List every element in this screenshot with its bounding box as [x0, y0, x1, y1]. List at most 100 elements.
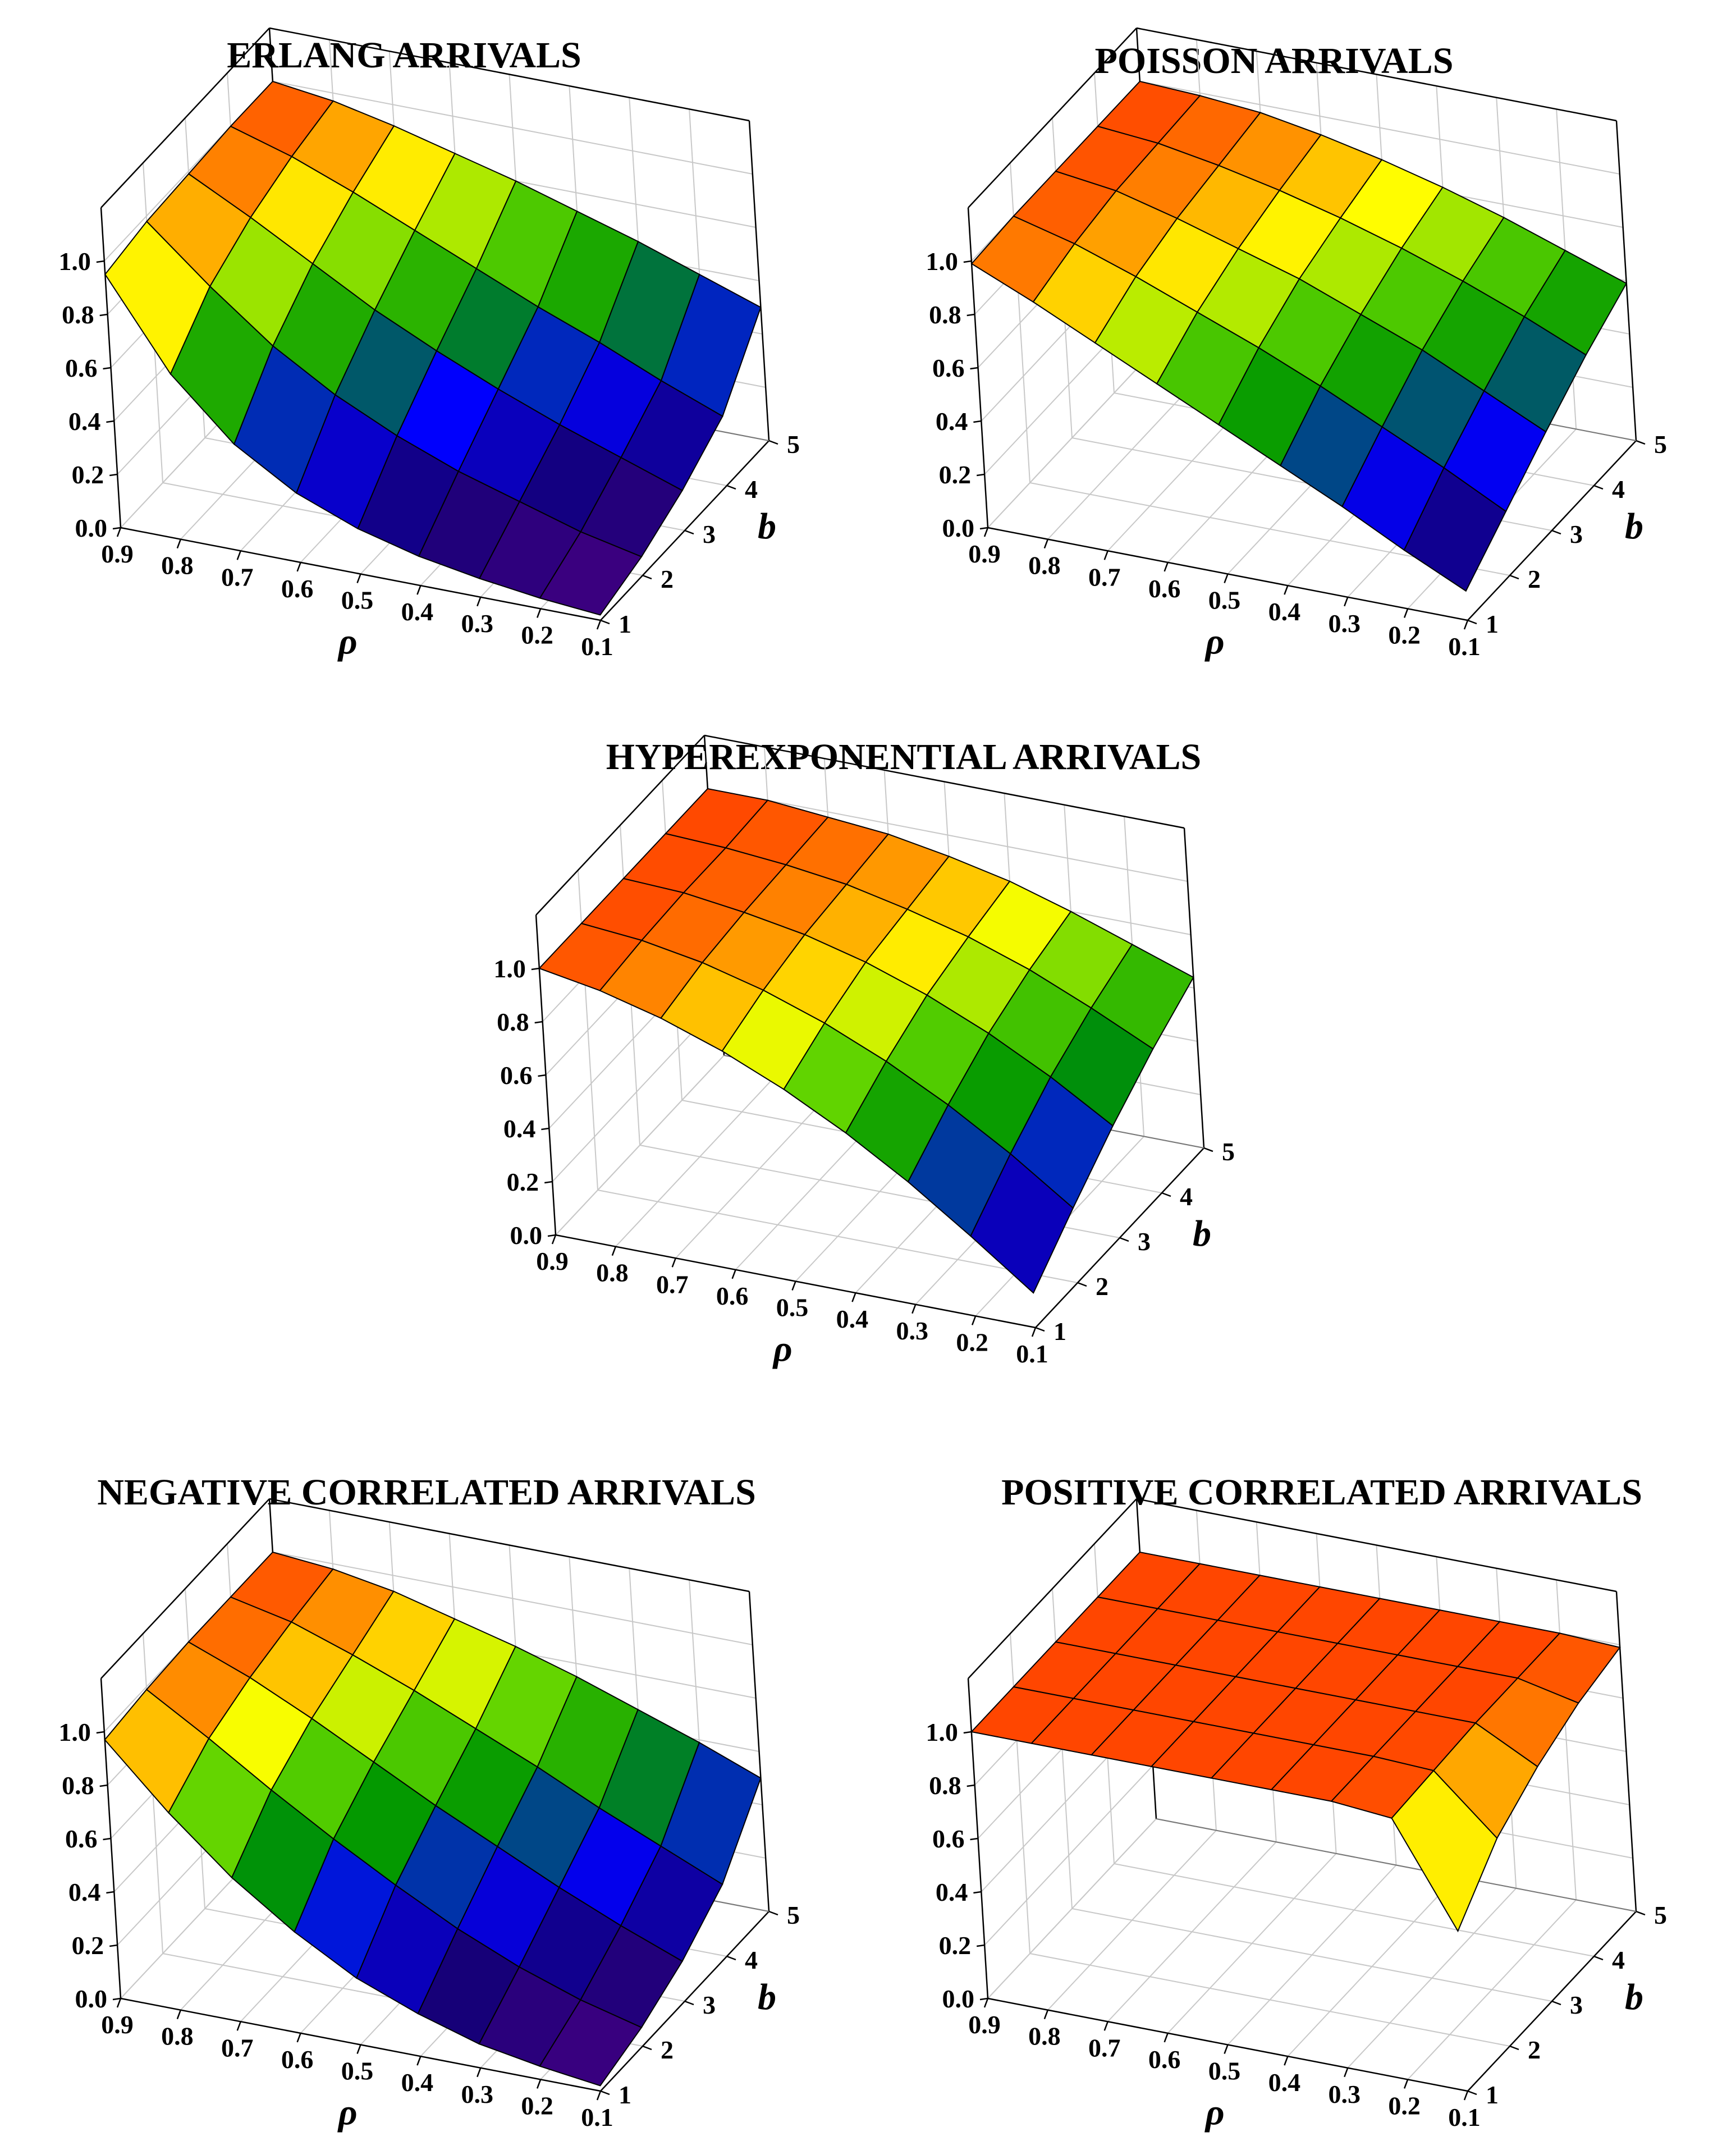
- y-tick-label: 1: [1486, 2080, 1499, 2109]
- surface-patch: [539, 1999, 643, 2087]
- z-tick-label: 0.4: [936, 407, 968, 436]
- y-tick-label: 2: [1528, 2035, 1541, 2064]
- y-tick-label: 1: [619, 610, 631, 638]
- z-tick-label: 1.0: [493, 954, 526, 983]
- x-tick-label: 0.6: [1148, 2045, 1181, 2074]
- y-tick-label: 2: [661, 565, 674, 593]
- x-tick-label: 0.3: [461, 609, 494, 638]
- x-tick-label: 0.8: [1028, 551, 1061, 580]
- z-tick-label: 0.6: [932, 354, 965, 382]
- y-tick-label: 1: [1053, 1317, 1066, 1346]
- z-tick-label: 0.0: [942, 1984, 975, 2013]
- x-tick-label: 0.2: [1388, 620, 1421, 649]
- z-tick-label: 0.6: [500, 1061, 533, 1090]
- surface: [104, 1551, 762, 2087]
- y-tick-label: 3: [1570, 520, 1583, 548]
- x-tick-label: 0.1: [1448, 2103, 1481, 2131]
- x-tick-label: 0.5: [1208, 2057, 1241, 2085]
- x-axis-label: ρ: [1204, 621, 1225, 662]
- y-axis-label: b: [758, 506, 776, 547]
- x-tick-label: 0.9: [968, 2010, 1001, 2039]
- x-tick-label: 0.2: [521, 620, 553, 649]
- z-tick-label: 0.2: [939, 1931, 972, 1960]
- chart-title: NEGATIVE CORRELATED ARRIVALS: [97, 1472, 756, 1513]
- x-tick-label: 0.5: [341, 586, 374, 615]
- z-tick-label: 1.0: [58, 247, 91, 276]
- chart-panel-4: NEGATIVE CORRELATED ARRIVALS 0.0 0.2 0.4 0.6…: [58, 1472, 800, 2133]
- y-tick-label: 5: [787, 430, 800, 459]
- x-axis-label: ρ: [772, 1328, 793, 1369]
- z-tick-label: 0.4: [68, 407, 101, 436]
- x-tick-label: 0.7: [221, 2033, 254, 2062]
- z-tick-label: 0.4: [68, 1878, 101, 1906]
- x-tick-label: 0.1: [581, 632, 613, 661]
- y-tick-label: 2: [1528, 565, 1541, 593]
- surface: [104, 80, 762, 616]
- x-tick-label: 0.3: [1329, 609, 1361, 638]
- surface: [538, 788, 1194, 1294]
- x-tick-label: 0.5: [341, 2057, 374, 2085]
- x-tick-label: 0.1: [1016, 1339, 1048, 1368]
- surface: [970, 1551, 1621, 1933]
- y-axis-label: b: [1625, 506, 1643, 547]
- chart-panel-2: POISSON ARRIVALS 0.0 0.2 0.4 0.6 0.8 1.0 0.9 0.8…: [926, 27, 1667, 662]
- chart-panel-5: POSITIVE CORRELATED ARRIVALS 0.0 0.2 0.4 0.6…: [926, 1472, 1667, 2133]
- y-tick-label: 2: [661, 2035, 674, 2064]
- x-tick-label: 0.5: [776, 1293, 809, 1322]
- x-tick-label: 0.5: [1208, 586, 1241, 615]
- x-tick-label: 0.6: [1148, 574, 1181, 603]
- x-tick-label: 0.2: [521, 2091, 553, 2120]
- z-tick-label: 0.0: [942, 514, 975, 542]
- surface-patch: [1403, 466, 1507, 592]
- chart-title: HYPEREXPONENTIAL ARRIVALS: [606, 737, 1202, 777]
- x-tick-label: 0.8: [596, 1259, 629, 1287]
- x-tick-label: 0.7: [1088, 562, 1121, 591]
- z-tick-label: 0.8: [62, 300, 94, 329]
- y-tick-label: 3: [703, 1991, 716, 2019]
- surface-patch: [539, 531, 643, 616]
- z-tick-label: 0.4: [936, 1878, 968, 1906]
- z-tick-label: 0.6: [65, 354, 98, 382]
- x-tick-label: 0.9: [536, 1247, 569, 1275]
- x-tick-label: 0.9: [101, 539, 134, 568]
- x-tick-label: 0.9: [101, 2010, 134, 2039]
- y-tick-label: 3: [1138, 1227, 1151, 1256]
- x-axis-label: ρ: [337, 621, 358, 662]
- y-tick-label: 5: [787, 1901, 800, 1929]
- y-axis-label: b: [758, 1977, 776, 2018]
- x-axis-label: ρ: [337, 2092, 358, 2133]
- y-tick-label: 2: [1096, 1272, 1109, 1301]
- y-axis-label: b: [1193, 1213, 1211, 1254]
- y-tick-label: 4: [745, 475, 758, 504]
- x-tick-label: 0.6: [281, 2045, 314, 2074]
- y-tick-label: 4: [745, 1946, 758, 1974]
- y-tick-label: 5: [1654, 1901, 1667, 1929]
- x-tick-label: 0.6: [716, 1282, 749, 1310]
- y-tick-label: 1: [619, 2080, 631, 2109]
- y-tick-label: 5: [1654, 430, 1667, 459]
- y-axis-label: b: [1625, 1977, 1643, 2018]
- x-tick-label: 0.8: [1028, 2022, 1061, 2051]
- z-tick-label: 0.8: [929, 1771, 961, 1800]
- z-tick-label: 0.4: [503, 1114, 536, 1143]
- y-tick-label: 1: [1486, 610, 1499, 638]
- y-tick-label: 5: [1222, 1137, 1235, 1166]
- x-tick-label: 0.1: [581, 2103, 613, 2131]
- x-tick-label: 0.3: [1329, 2080, 1361, 2108]
- y-tick-label: 4: [1180, 1182, 1193, 1211]
- z-tick-label: 0.2: [939, 460, 972, 489]
- x-tick-label: 0.8: [161, 2022, 194, 2051]
- z-tick-label: 0.8: [929, 300, 961, 329]
- chart-title: POSITIVE CORRELATED ARRIVALS: [1001, 1472, 1642, 1513]
- x-tick-label: 0.6: [281, 574, 314, 603]
- x-tick-label: 0.7: [221, 562, 254, 591]
- x-tick-label: 0.4: [1268, 597, 1301, 626]
- z-tick-label: 0.2: [72, 1931, 104, 1960]
- y-tick-label: 3: [1570, 1991, 1583, 2019]
- z-tick-label: 0.6: [932, 1824, 965, 1853]
- z-tick-label: 0.8: [62, 1771, 94, 1800]
- x-tick-label: 0.4: [1268, 2068, 1301, 2097]
- y-tick-label: 3: [703, 520, 716, 548]
- x-axis-label: ρ: [1204, 2092, 1225, 2133]
- surface-patch: [970, 1152, 1074, 1294]
